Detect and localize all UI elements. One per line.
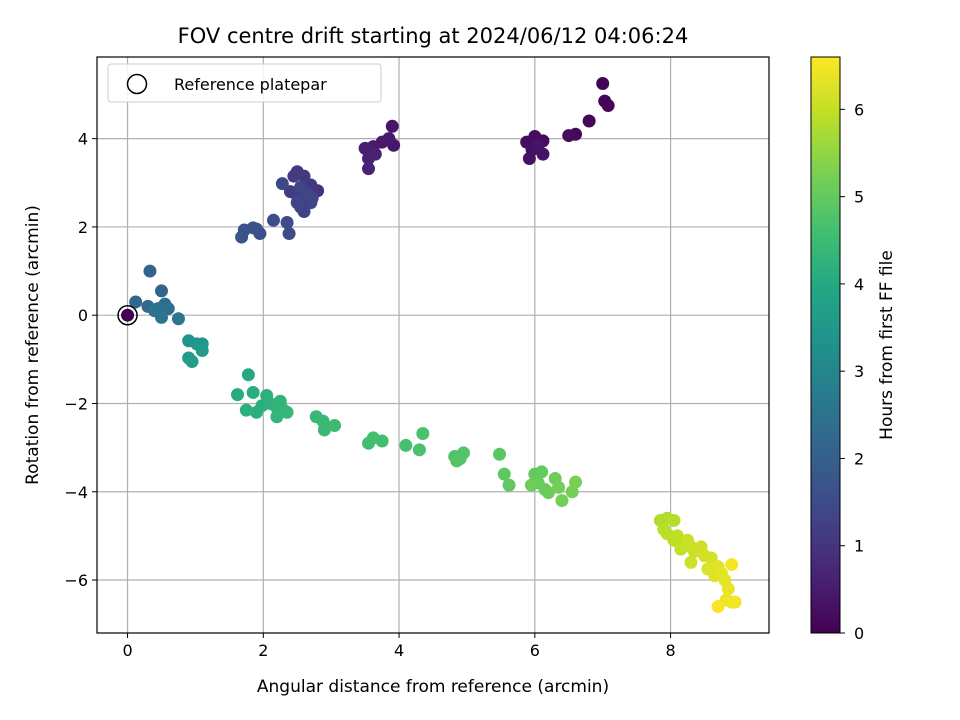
y-axis-ticks: −6 −4 −2 0 2 4 (64, 130, 97, 590)
data-point (667, 513, 681, 527)
colorbar-tick-label: 5 (854, 188, 864, 207)
colorbar-tick-label: 0 (854, 624, 864, 643)
data-point (601, 99, 615, 113)
data-point (596, 76, 610, 90)
chart-title: FOV centre drift starting at 2024/06/12 … (178, 24, 689, 48)
data-point (721, 582, 735, 596)
data-point (728, 595, 742, 609)
data-point (154, 310, 168, 324)
data-point (282, 227, 296, 241)
data-point (493, 447, 507, 461)
legend-box (107, 63, 382, 103)
colorbar-label: Hours from first FF file (877, 250, 897, 440)
data-point (270, 410, 284, 424)
data-point (235, 230, 249, 244)
data-point (280, 216, 294, 230)
data-point (535, 465, 549, 479)
data-point (154, 284, 168, 298)
data-point (129, 295, 143, 309)
colorbar-tick-label: 1 (854, 537, 864, 556)
x-axis-label: Angular distance from reference (arcmin) (257, 677, 609, 697)
data-point (266, 213, 280, 227)
x-tick-label: 0 (122, 641, 132, 660)
data-point (368, 147, 382, 161)
data-point (275, 177, 289, 191)
x-tick-label: 8 (665, 641, 675, 660)
legend-entry-reference-platepar: Reference platepar (174, 75, 327, 94)
colorbar-tick-label: 6 (854, 100, 864, 119)
data-points (121, 76, 742, 614)
reference-point (117, 304, 138, 326)
data-point (143, 264, 157, 278)
data-point (195, 344, 209, 358)
data-point (121, 308, 135, 322)
colorbar-ticks: 0 1 2 3 4 5 6 (840, 100, 864, 643)
data-point (684, 555, 698, 569)
data-point (674, 542, 688, 556)
data-point (524, 478, 538, 492)
y-tick-label: −6 (64, 571, 88, 590)
data-point (375, 434, 389, 448)
data-point (294, 180, 308, 194)
data-point (522, 152, 536, 166)
data-point (328, 419, 342, 433)
data-point (531, 138, 545, 152)
colorbar: 0 1 2 3 4 5 6 Hours from first FF file (810, 56, 897, 643)
data-point (412, 443, 426, 457)
data-point (250, 405, 264, 419)
data-point (297, 204, 311, 218)
colorbar-tick-label: 3 (854, 362, 864, 381)
data-point (399, 438, 413, 452)
y-tick-label: 2 (78, 218, 88, 237)
data-point (161, 302, 175, 316)
legend: Reference platepar (107, 63, 382, 103)
data-point (385, 119, 399, 133)
data-point (725, 558, 739, 572)
plot-frame (96, 56, 770, 634)
data-point (416, 426, 430, 440)
data-point (555, 494, 569, 508)
x-axis-ticks: 0 2 4 6 8 (122, 633, 676, 660)
data-point (450, 454, 464, 468)
colorbar-tick-label: 4 (854, 275, 864, 294)
reference-marker (117, 304, 138, 326)
data-point (280, 405, 294, 419)
data-point (246, 385, 260, 399)
y-tick-label: 0 (78, 306, 88, 325)
data-point (287, 169, 301, 183)
x-tick-label: 4 (394, 641, 404, 660)
data-point (290, 196, 304, 210)
data-point (358, 141, 372, 155)
data-point (305, 191, 319, 205)
x-tick-label: 6 (530, 641, 540, 660)
data-point (185, 355, 199, 369)
y-tick-label: −2 (64, 394, 88, 413)
data-point (562, 129, 576, 143)
legend-reference-marker (126, 73, 148, 95)
data-point (317, 423, 331, 437)
data-point (239, 403, 253, 417)
data-point (711, 600, 725, 614)
data-point (582, 114, 596, 128)
data-point (704, 551, 718, 565)
colorbar-tick-label: 2 (854, 449, 864, 468)
y-tick-label: −4 (64, 483, 88, 502)
x-tick-label: 2 (258, 641, 268, 660)
data-point (541, 486, 555, 500)
data-point (502, 478, 516, 492)
y-axis-label: Rotation from reference (arcmin) (23, 205, 43, 485)
data-point (681, 533, 695, 547)
data-point (241, 368, 255, 382)
data-point (231, 388, 245, 402)
data-point (362, 162, 376, 176)
data-point (569, 475, 583, 489)
colorbar-gradient (810, 56, 841, 634)
data-point (171, 312, 185, 326)
data-point (552, 480, 566, 494)
data-point (497, 467, 511, 481)
grid (97, 57, 769, 633)
y-tick-label: 4 (78, 130, 88, 149)
